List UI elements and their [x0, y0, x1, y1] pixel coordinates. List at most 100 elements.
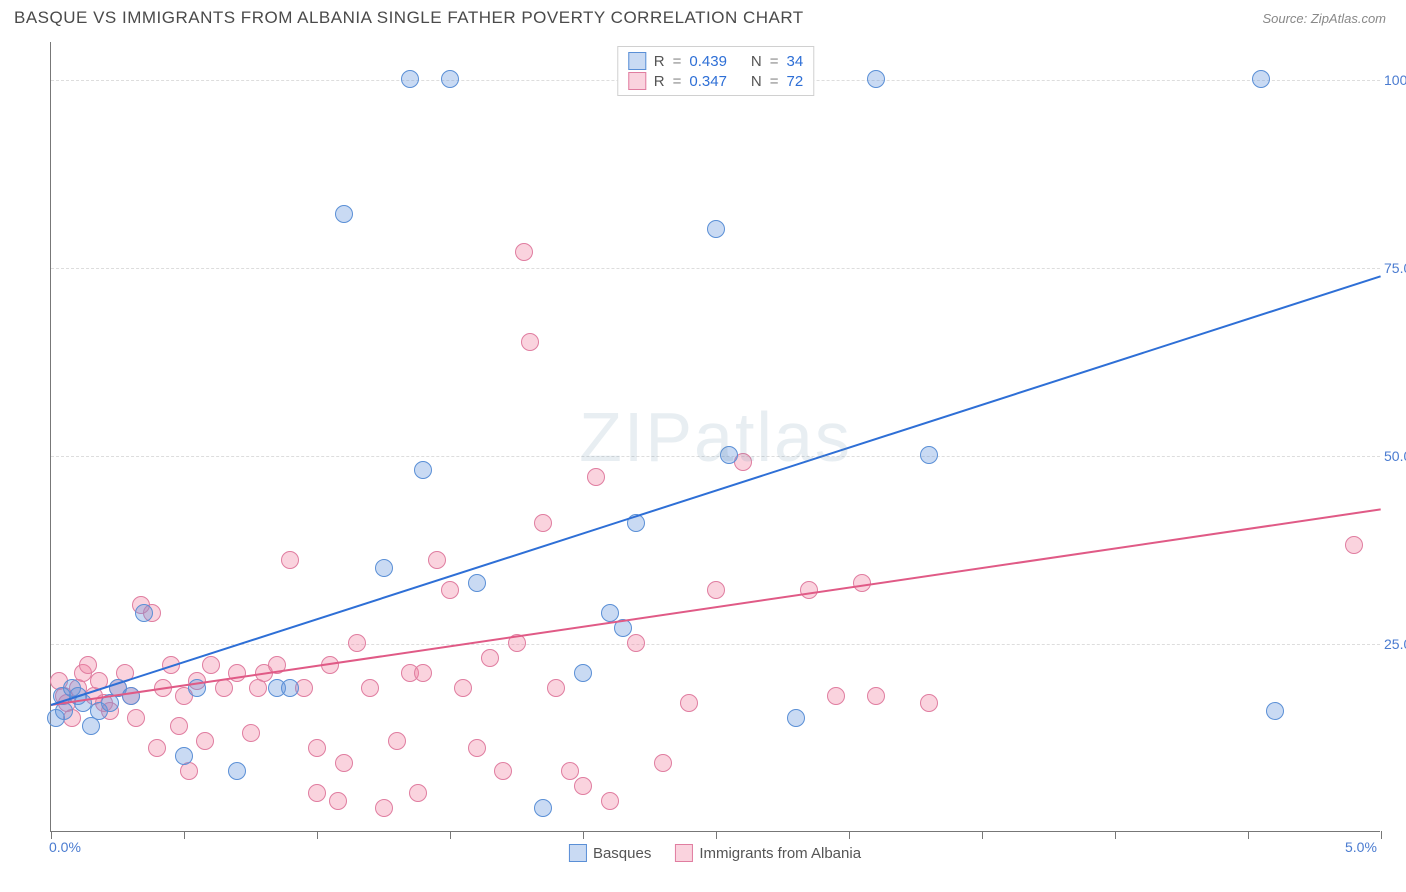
scatter-point [335, 754, 353, 772]
y-tick-label: 75.0% [1384, 260, 1406, 276]
scatter-point [707, 581, 725, 599]
scatter-point [281, 551, 299, 569]
x-tick [51, 831, 52, 839]
scatter-point [1266, 702, 1284, 720]
scatter-point [375, 799, 393, 817]
chart-container: Single Father Poverty ZIPatlas R = 0.439… [50, 42, 1380, 832]
scatter-point [170, 717, 188, 735]
scatter-point [561, 762, 579, 780]
scatter-point [228, 762, 246, 780]
swatch-blue [628, 52, 646, 70]
scatter-point [587, 468, 605, 486]
x-tick [583, 831, 584, 839]
scatter-point [335, 205, 353, 223]
scatter-point [547, 679, 565, 697]
scatter-point [601, 792, 619, 810]
swatch-pink [628, 72, 646, 90]
stats-row-pink: R = 0.347 N = 72 [628, 71, 803, 91]
scatter-point [515, 243, 533, 261]
scatter-plot: ZIPatlas R = 0.439 N = 34 R = 0.347 N = … [50, 42, 1380, 832]
scatter-point [827, 687, 845, 705]
legend-label-pink: Immigrants from Albania [699, 845, 861, 862]
scatter-point [654, 754, 672, 772]
scatter-point [867, 687, 885, 705]
watermark: ZIPatlas [579, 397, 852, 477]
y-tick-label: 100.0% [1384, 72, 1406, 88]
scatter-point [494, 762, 512, 780]
x-tick [716, 831, 717, 839]
scatter-point [534, 514, 552, 532]
x-tick [184, 831, 185, 839]
scatter-point [454, 679, 472, 697]
scatter-point [329, 792, 347, 810]
x-tick [1381, 831, 1382, 839]
scatter-point [281, 679, 299, 697]
scatter-point [414, 461, 432, 479]
x-tick-label: 5.0% [1345, 839, 1377, 855]
gridline [51, 268, 1380, 269]
x-tick [1115, 831, 1116, 839]
x-tick [982, 831, 983, 839]
scatter-point [867, 70, 885, 88]
scatter-point [707, 220, 725, 238]
legend-item-blue: Basques [569, 844, 651, 862]
gridline [51, 456, 1380, 457]
scatter-point [800, 581, 818, 599]
scatter-point [127, 709, 145, 727]
scatter-point [680, 694, 698, 712]
scatter-point [202, 656, 220, 674]
stats-row-blue: R = 0.439 N = 34 [628, 51, 803, 71]
trend-line [51, 508, 1381, 706]
scatter-point [481, 649, 499, 667]
legend-label-blue: Basques [593, 845, 651, 862]
y-tick-label: 50.0% [1384, 448, 1406, 464]
scatter-point [521, 333, 539, 351]
scatter-point [148, 739, 166, 757]
scatter-point [122, 687, 140, 705]
y-tick-label: 25.0% [1384, 636, 1406, 652]
scatter-point [361, 679, 379, 697]
x-tick [317, 831, 318, 839]
scatter-point [175, 747, 193, 765]
scatter-point [1252, 70, 1270, 88]
scatter-point [534, 799, 552, 817]
scatter-point [441, 581, 459, 599]
scatter-point [441, 70, 459, 88]
scatter-point [720, 446, 738, 464]
scatter-point [348, 634, 366, 652]
scatter-point [409, 784, 427, 802]
page-title: BASQUE VS IMMIGRANTS FROM ALBANIA SINGLE… [14, 8, 804, 28]
scatter-point [428, 551, 446, 569]
scatter-point [414, 664, 432, 682]
scatter-point [627, 634, 645, 652]
scatter-point [920, 694, 938, 712]
x-tick [1248, 831, 1249, 839]
scatter-point [308, 739, 326, 757]
source-label: Source: ZipAtlas.com [1262, 11, 1386, 26]
stats-legend: R = 0.439 N = 34 R = 0.347 N = 72 [617, 46, 814, 96]
trend-line [51, 275, 1382, 706]
scatter-point [601, 604, 619, 622]
scatter-point [468, 574, 486, 592]
scatter-point [388, 732, 406, 750]
scatter-point [375, 559, 393, 577]
scatter-point [1345, 536, 1363, 554]
scatter-point [242, 724, 260, 742]
scatter-point [574, 664, 592, 682]
scatter-point [215, 679, 233, 697]
scatter-point [308, 784, 326, 802]
scatter-point [574, 777, 592, 795]
x-tick [849, 831, 850, 839]
swatch-blue-icon [569, 844, 587, 862]
legend-item-pink: Immigrants from Albania [675, 844, 861, 862]
x-tick-label: 0.0% [49, 839, 81, 855]
scatter-point [135, 604, 153, 622]
swatch-pink-icon [675, 844, 693, 862]
scatter-point [920, 446, 938, 464]
x-tick [450, 831, 451, 839]
scatter-point [401, 70, 419, 88]
scatter-point [196, 732, 214, 750]
gridline [51, 644, 1380, 645]
scatter-point [468, 739, 486, 757]
bottom-legend: Basques Immigrants from Albania [569, 844, 861, 862]
